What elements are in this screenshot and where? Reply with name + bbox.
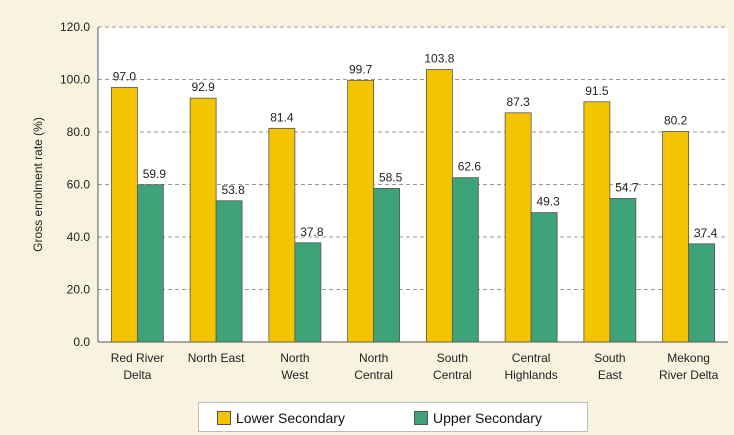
data-label: 97.0 (113, 69, 137, 83)
y-tick-label: 80.0 (67, 125, 91, 139)
x-category-label: North (359, 351, 388, 365)
data-label: 37.8 (300, 225, 324, 239)
bar-lower-secondary (189, 97, 217, 343)
x-category-label: Central (433, 368, 472, 382)
y-tick-label: 20.0 (67, 283, 91, 297)
x-category-label: Central (512, 351, 551, 365)
data-label: 80.2 (664, 113, 688, 127)
bar-upper-secondary (451, 177, 479, 343)
bar-upper-secondary (688, 243, 716, 343)
legend: Lower Secondary Upper Secondary (198, 402, 588, 432)
x-category-label: River Delta (659, 368, 719, 382)
x-category-label: South (437, 351, 468, 365)
y-tick-label: 60.0 (67, 178, 91, 192)
data-label: 91.5 (585, 84, 609, 98)
bar-lower-secondary (662, 131, 690, 343)
bar-lower-secondary (268, 127, 296, 343)
legend-label-lower-secondary: Lower Secondary (236, 410, 345, 426)
data-label: 92.9 (191, 80, 215, 94)
x-category-label: North East (188, 351, 245, 365)
x-category-label: Delta (123, 368, 151, 382)
bar-upper-secondary (530, 212, 558, 343)
data-label: 81.4 (270, 110, 294, 124)
data-label: 37.4 (694, 226, 718, 240)
x-category-label: North (280, 351, 309, 365)
y-tick-label: 40.0 (67, 230, 91, 244)
bar-lower-secondary (425, 69, 453, 343)
bar-lower-secondary (504, 112, 532, 343)
y-tick-label: 100.0 (60, 73, 90, 87)
x-category-label: Central (354, 368, 393, 382)
bar-chart: 0.0 20.0 40.0 60.0 80.0 100.0 120.0 Gross enrol… (31, 20, 728, 382)
legend-item-lower-secondary: Lower Secondary (217, 408, 345, 428)
data-label: 53.8 (221, 183, 245, 197)
legend-swatch-lower-secondary (217, 411, 231, 425)
data-label: 62.6 (458, 160, 482, 174)
bar-lower-secondary (583, 101, 611, 343)
bar-lower-secondary (347, 79, 375, 343)
bar-upper-secondary (215, 200, 243, 343)
x-category-label: Highlands (504, 368, 557, 382)
data-label: 103.8 (424, 52, 454, 66)
x-category-label: Red River (111, 351, 164, 365)
legend-item-upper-secondary: Upper Secondary (414, 408, 542, 428)
x-category-label: Mekong (667, 351, 710, 365)
bar-lower-secondary (110, 86, 138, 343)
legend-label-upper-secondary: Upper Secondary (433, 410, 542, 426)
bar-upper-secondary (373, 188, 401, 343)
x-category-label: East (598, 368, 623, 382)
y-axis-title: Gross enrolment rate (%) (31, 117, 45, 252)
data-label: 54.7 (615, 180, 639, 194)
bar-upper-secondary (294, 242, 322, 343)
data-label: 58.5 (379, 170, 403, 184)
data-label: 99.7 (349, 62, 373, 76)
y-tick-label: 0.0 (73, 335, 90, 349)
x-category-label: West (281, 368, 309, 382)
bar-upper-secondary (136, 184, 164, 343)
bar-upper-secondary (609, 198, 637, 343)
x-category-label: South (594, 351, 625, 365)
data-label: 87.3 (506, 95, 530, 109)
data-label: 49.3 (536, 195, 560, 209)
data-label: 59.9 (143, 167, 167, 181)
legend-swatch-upper-secondary (414, 411, 428, 425)
y-tick-label: 120.0 (60, 20, 90, 34)
